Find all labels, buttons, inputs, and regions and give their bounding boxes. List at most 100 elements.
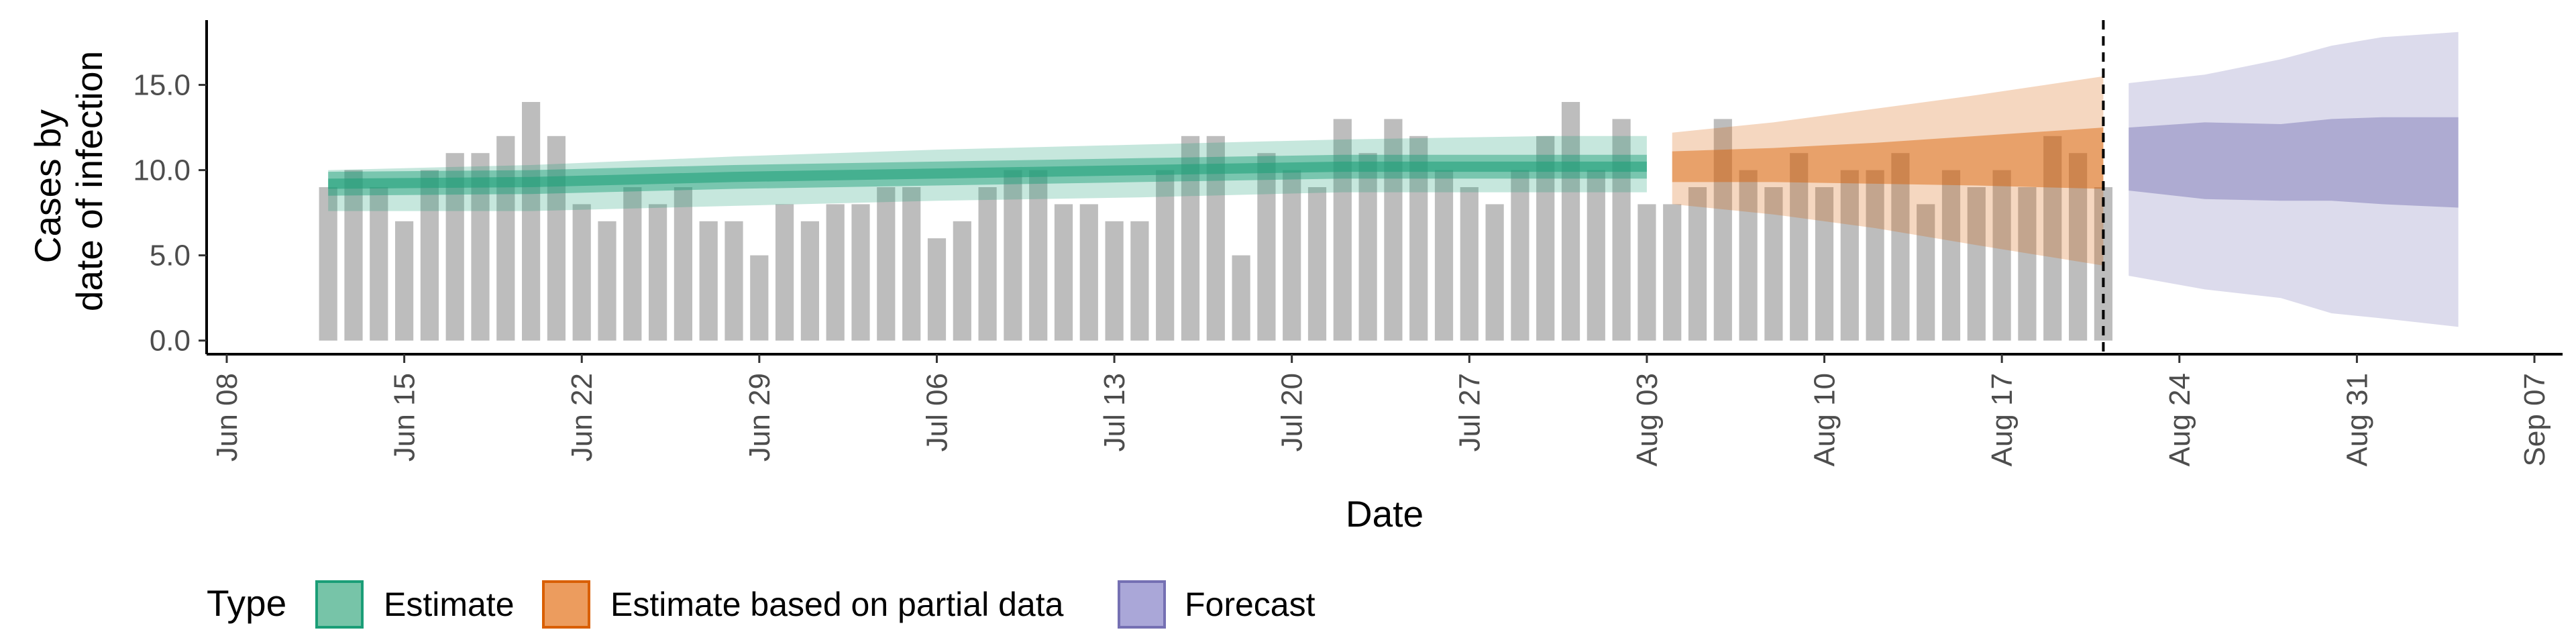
bar (547, 136, 566, 341)
bar (1790, 153, 1809, 341)
y-ticks: 0.0 5.0 10.0 15.0 (133, 69, 207, 358)
bar (724, 221, 743, 341)
bar (623, 187, 642, 341)
bar (370, 187, 388, 341)
bar (800, 221, 819, 341)
ribbon-series (328, 32, 2459, 327)
bar (927, 238, 947, 341)
x-tick-label: Jun 08 (211, 373, 244, 462)
bar (395, 221, 414, 341)
bar (496, 136, 515, 341)
legend: Type Estimate Estimate based on partial … (207, 580, 1316, 629)
x-tick-label: Jul 27 (1453, 373, 1486, 451)
x-tick-label: Aug 03 (1631, 373, 1664, 466)
bar (1105, 221, 1124, 341)
bar (1992, 170, 2011, 341)
y-tick-label: 15.0 (133, 69, 191, 102)
legend-label-forecast: Forecast (1185, 586, 1316, 623)
bar (649, 204, 667, 341)
bar (2043, 136, 2062, 341)
bar (1232, 255, 1250, 341)
bar (978, 187, 997, 341)
bar (826, 204, 845, 341)
bar (1257, 153, 1276, 341)
legend-key-partial (542, 580, 590, 629)
bar (344, 170, 363, 341)
x-ticks: Jun 08 Jun 15 Jun 22 Jun 29 Jul 06 Jul 13 Jul … (211, 354, 2551, 466)
forecast-inner-band (2129, 117, 2459, 208)
legend-key-forecast (1118, 580, 1166, 629)
y-axis-title-line-1: Cases by (27, 109, 68, 264)
bar (1333, 119, 1352, 341)
bar (1663, 204, 1682, 341)
x-tick-label: Aug 17 (1986, 373, 2019, 466)
bar (1485, 204, 1504, 341)
bar (1764, 187, 1783, 341)
bar (1587, 170, 1605, 341)
bar (2069, 153, 2088, 341)
bar (699, 221, 718, 341)
bar (1638, 204, 1656, 341)
bar (522, 102, 541, 341)
bar (1941, 170, 1961, 341)
x-tick-label: Aug 10 (1809, 373, 1841, 466)
bar (1739, 170, 1758, 341)
bar (1004, 170, 1022, 341)
bar (674, 187, 692, 341)
bar (1840, 170, 1859, 341)
bar (319, 187, 337, 341)
bar (851, 204, 870, 341)
bar (1891, 153, 1910, 341)
bar (1029, 170, 1048, 341)
estimate-based-on-partial-data-outer-band (1672, 76, 2104, 266)
bar (1358, 153, 1377, 341)
bar (1307, 187, 1327, 341)
bar (1688, 187, 1707, 341)
x-tick-label: Aug 31 (2341, 373, 2373, 466)
x-tick-label: Jun 15 (388, 373, 421, 462)
x-tick-label: Aug 24 (2163, 373, 2196, 466)
bar (1866, 170, 1884, 341)
y-axis-title: Cases by date of infection (27, 51, 110, 311)
y-tick-label: 5.0 (150, 239, 191, 272)
bar-series (319, 102, 2112, 341)
bar (1917, 204, 1935, 341)
bar (1967, 187, 1986, 341)
bar (572, 204, 591, 341)
bar (877, 187, 896, 341)
y-axis-title-line-2: date of infection (68, 51, 110, 311)
legend-label-partial: Estimate based on partial data (610, 586, 1064, 623)
bar (775, 204, 794, 341)
bar (598, 221, 616, 341)
x-tick-label: Jul 06 (921, 373, 954, 451)
x-tick-label: Jun 22 (566, 373, 598, 462)
y-tick-label: 0.0 (150, 325, 191, 358)
bar (1713, 119, 1732, 341)
bar (750, 255, 769, 341)
bar (1561, 102, 1580, 341)
y-tick-label: 10.0 (133, 154, 191, 187)
bar (2018, 187, 2037, 341)
bar (1130, 221, 1149, 341)
bar (1460, 187, 1479, 341)
bar (1612, 119, 1631, 341)
bar (902, 187, 921, 341)
bar (1054, 204, 1073, 341)
bar (1079, 204, 1098, 341)
bar (420, 170, 439, 341)
legend-title: Type (207, 582, 286, 624)
x-tick-label: Jun 29 (743, 373, 776, 462)
bar (1283, 170, 1301, 341)
legend-label-estimate: Estimate (384, 586, 515, 623)
bar (1434, 170, 1454, 341)
estimate-median-band (328, 161, 1647, 189)
legend-key-estimate (315, 580, 364, 629)
bar (1815, 187, 1834, 341)
bar (1156, 170, 1175, 341)
axes (205, 20, 2563, 356)
bar (1384, 119, 1403, 341)
x-tick-label: Jul 13 (1098, 373, 1131, 451)
x-tick-label: Sep 07 (2518, 373, 2551, 466)
x-axis-title: Date (1346, 493, 1424, 535)
